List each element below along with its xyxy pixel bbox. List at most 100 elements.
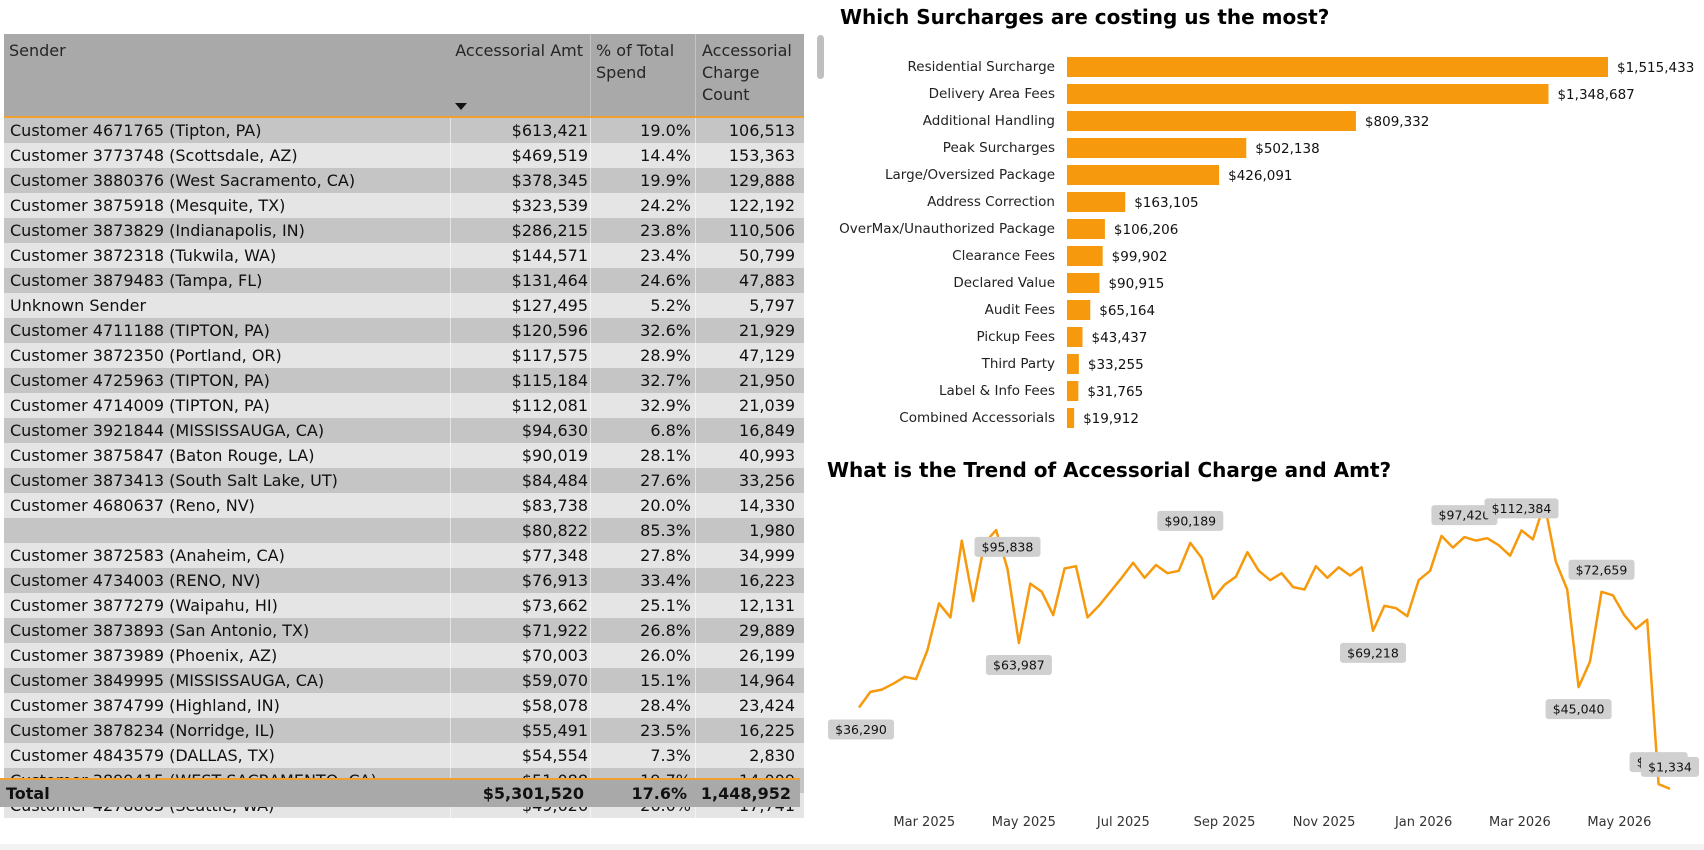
column-divider — [590, 193, 591, 218]
sort-descending-icon[interactable] — [455, 103, 467, 110]
column-header-pct-total[interactable]: % of Total Spend — [596, 40, 674, 84]
bar-value-label: $502,138 — [1255, 141, 1319, 157]
charge-count-cell: 14,330 — [739, 496, 795, 515]
table-row[interactable]: Customer 3873829 (Indianapolis, IN) $286,… — [4, 218, 804, 243]
charge-count-cell: 1,980 — [749, 521, 795, 540]
bar-value-label: $19,912 — [1083, 411, 1139, 427]
data-label: $112,384 — [1484, 498, 1559, 519]
column-divider — [450, 493, 451, 518]
table-row[interactable]: Customer 3873413 (South Salt Lake, UT) $8… — [4, 468, 804, 493]
pct-total-line2: Spend — [596, 63, 647, 82]
table-row[interactable]: Customer 3873989 (Phoenix, AZ) $70,003 26.… — [4, 643, 804, 668]
charge-count-cell: 16,223 — [739, 571, 795, 590]
column-header-charge-count[interactable]: Accessorial Charge Count — [702, 40, 792, 106]
sender-cell: Customer 4711188 (TIPTON, PA) — [10, 321, 270, 340]
charge-count-cell: 21,929 — [739, 321, 795, 340]
sender-cell: Customer 3872583 (Anaheim, CA) — [10, 546, 285, 565]
pct-total-cell: 23.4% — [640, 246, 691, 265]
bar-value-label: $33,255 — [1088, 357, 1144, 373]
sender-cell: Customer 3921844 (MISSISSAUGA, CA) — [10, 421, 325, 440]
bar — [1067, 219, 1105, 239]
table-row[interactable]: Customer 4671765 (Tipton, PA) $613,421 19.… — [4, 118, 804, 143]
column-divider — [695, 168, 696, 193]
table-row[interactable]: $80,822 85.3% 1,980 — [4, 518, 804, 543]
table-row[interactable]: Customer 3873893 (San Antonio, TX) $71,92… — [4, 618, 804, 643]
column-divider — [590, 318, 591, 343]
table-row[interactable]: Customer 4734003 (RENO, NV) $76,913 33.4% 1… — [4, 568, 804, 593]
data-label-box — [1340, 642, 1406, 663]
column-divider — [450, 243, 451, 268]
table-row[interactable]: Customer 3849995 (MISSISSAUGA, CA) $59,07… — [4, 668, 804, 693]
bar-category-label: Label & Info Fees — [939, 383, 1055, 399]
table-row[interactable]: Customer 3872583 (Anaheim, CA) $77,348 27.… — [4, 543, 804, 568]
table-row[interactable]: Customer 4843579 (DALLAS, TX) $54,554 7.3%… — [4, 743, 804, 768]
column-divider — [590, 643, 591, 668]
column-divider — [450, 393, 451, 418]
table-row[interactable]: Customer 3880376 (West Sacramento, CA) $3… — [4, 168, 804, 193]
bar-category-label: Delivery Area Fees — [929, 86, 1055, 102]
column-header-accessorial-amt[interactable]: Accessorial Amt — [455, 41, 583, 60]
table-row[interactable]: Customer 3878234 (Norridge, IL) $55,491 23… — [4, 718, 804, 743]
column-header-sender[interactable]: Sender — [9, 41, 66, 60]
column-divider — [450, 568, 451, 593]
data-label-text: $63,987 — [993, 658, 1045, 673]
accessorial-amt-cell: $115,184 — [511, 371, 588, 390]
bar — [1067, 273, 1100, 293]
data-label-text: $112,384 — [1492, 501, 1552, 516]
column-divider — [590, 218, 591, 243]
charge-count-cell: 23,424 — [739, 696, 795, 715]
table-row[interactable]: Customer 3875847 (Baton Rouge, LA) $90,01… — [4, 443, 804, 468]
column-divider — [695, 268, 696, 293]
table-row[interactable]: Customer 4680637 (Reno, NV) $83,738 20.0% 1… — [4, 493, 804, 518]
bar-value-label: $65,164 — [1099, 303, 1155, 319]
trend-line-chart: Mar 2025 May 2025 Jul 2025 Sep 2025 Nov 2025… — [828, 498, 1699, 830]
table-row[interactable]: Customer 3872350 (Portland, OR) $117,575 2… — [4, 343, 804, 368]
bar-value-label: $1,515,433 — [1617, 60, 1694, 76]
column-divider — [695, 193, 696, 218]
table-row[interactable]: Customer 3875918 (Mesquite, TX) $323,539 2… — [4, 193, 804, 218]
total-pct: 17.6% — [631, 784, 687, 803]
column-divider — [695, 143, 696, 168]
bar-value-label: $99,902 — [1112, 249, 1168, 265]
column-divider — [590, 568, 591, 593]
pct-total-cell: 15.1% — [640, 671, 691, 690]
accessorial-amt-cell: $94,630 — [521, 421, 588, 440]
bar-category-label: OverMax/Unauthorized Package — [839, 221, 1055, 237]
column-divider — [590, 343, 591, 368]
count-line3: Count — [702, 85, 750, 104]
column-divider — [695, 243, 696, 268]
sender-cell: Customer 4671765 (Tipton, PA) — [10, 121, 262, 140]
column-divider — [450, 193, 451, 218]
pct-total-cell: 27.8% — [640, 546, 691, 565]
column-divider — [695, 443, 696, 468]
table-row[interactable]: Customer 4725963 (TIPTON, PA) $115,184 32.… — [4, 368, 804, 393]
table-row[interactable]: Customer 3874799 (Highland, IN) $58,078 28… — [4, 693, 804, 718]
column-divider — [695, 568, 696, 593]
table-row[interactable]: Customer 3877279 (Waipahu, HI) $73,662 25.… — [4, 593, 804, 618]
accessorial-amt-cell: $70,003 — [521, 646, 588, 665]
table-row[interactable]: Customer 3773748 (Scottsdale, AZ) $469,51… — [4, 143, 804, 168]
table-row[interactable]: Unknown Sender $127,495 5.2% 5,797 — [4, 293, 804, 318]
sender-cell: Customer 3873893 (San Antonio, TX) — [10, 621, 310, 640]
data-label-text: $36,290 — [835, 722, 887, 737]
table-row[interactable]: Customer 3879483 (Tampa, FL) $131,464 24.6… — [4, 268, 804, 293]
column-divider — [695, 393, 696, 418]
surcharge-bar-chart: Residential Surcharge $1,515,433 Delivery … — [839, 57, 1694, 428]
table-row[interactable]: Customer 3921844 (MISSISSAUGA, CA) $94,63… — [4, 418, 804, 443]
table-row[interactable]: Customer 4711188 (TIPTON, PA) $120,596 32.… — [4, 318, 804, 343]
bar-category-label: Pickup Fees — [976, 329, 1055, 345]
table-header: Sender Accessorial Amt % of Total Spend … — [4, 34, 804, 118]
table-row[interactable]: Customer 4714009 (TIPTON, PA) $112,081 32.… — [4, 393, 804, 418]
bar-value-label: $1,348,687 — [1557, 87, 1634, 103]
table-row[interactable]: Customer 3872318 (Tukwila, WA) $144,571 23… — [4, 243, 804, 268]
column-divider — [590, 668, 591, 693]
sender-cell: Customer 3872350 (Portland, OR) — [10, 346, 282, 365]
accessorial-amt-cell: $76,913 — [521, 571, 588, 590]
sender-cell: Customer 3773748 (Scottsdale, AZ) — [10, 146, 298, 165]
column-divider — [695, 468, 696, 493]
pct-total-cell: 32.9% — [640, 396, 691, 415]
table-scrollbar[interactable] — [815, 34, 825, 806]
bar — [1067, 246, 1103, 266]
table-scrollbar-thumb[interactable] — [817, 35, 824, 79]
accessorial-amt-cell: $613,421 — [511, 121, 588, 140]
